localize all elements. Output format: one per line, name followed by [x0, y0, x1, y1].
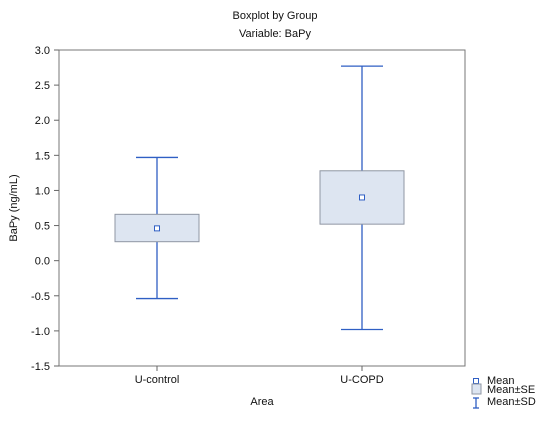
legend-sd-label: Mean±SD: [487, 396, 536, 408]
y-tick-label: 0.0: [35, 256, 50, 268]
y-tick-label: -1.0: [31, 326, 50, 338]
chart-subtitle: Variable: BaPy: [239, 28, 311, 40]
mean-marker: [154, 225, 160, 232]
plot-area: [58, 49, 466, 367]
legend-se-icon: [471, 383, 482, 395]
y-tick-label: 2.5: [35, 80, 50, 92]
y-tick-label: 1.5: [35, 150, 50, 162]
y-tick-label: 3.0: [35, 45, 50, 57]
box-group: [319, 65, 405, 331]
y-axis-label: BaPy (ng/mL): [8, 174, 20, 241]
y-tick-label: 0.5: [35, 221, 50, 233]
chart-title: Boxplot by Group: [233, 10, 318, 22]
x-tick-label: U-COPD: [340, 374, 383, 386]
mean-marker: [359, 194, 365, 201]
box-group: [114, 156, 200, 300]
legend-mean-label: Mean: [487, 375, 515, 387]
y-tick-label: 1.0: [35, 185, 50, 197]
x-tick-label: U-control: [135, 374, 180, 386]
boxes-layer: [114, 65, 405, 331]
x-axis-label: Area: [250, 396, 274, 408]
y-axis: 3.0 2.5 2.0 1.5 1.0 0.5 0.0 -0.5 -1.0 -1.5: [31, 45, 59, 373]
x-axis: U-control U-COPD: [135, 366, 384, 386]
y-tick-label: 2.0: [35, 115, 50, 127]
y-tick-label: -0.5: [31, 291, 50, 303]
y-tick-label: -1.5: [31, 361, 50, 373]
legend-mean-icon: [473, 378, 479, 384]
legend-se-label: Mean±SE: [487, 384, 535, 396]
